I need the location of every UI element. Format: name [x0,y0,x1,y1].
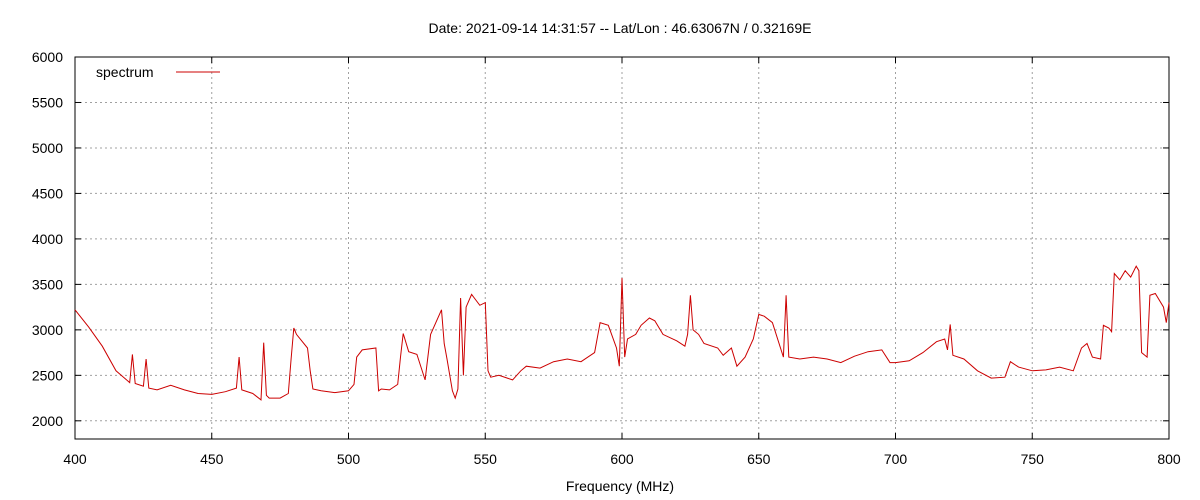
x-tick-label: 700 [884,451,908,467]
x-tick-label: 650 [747,451,771,467]
y-tick-label: 3500 [32,276,63,292]
y-tick-label: 3000 [32,322,63,338]
y-tick-label: 5500 [32,94,63,110]
x-tick-labels: 400 450 500 550 600 650 700 750 800 [63,451,1181,467]
y-tick-label: 6000 [32,49,63,65]
y-tick-label: 2000 [32,413,63,429]
x-axis-label: Frequency (MHz) [566,478,674,494]
axis-ticks [74,56,1170,439]
series-line-spectrum [74,265,1170,401]
legend: spectrum [96,64,220,80]
chart-title: Date: 2021-09-14 14:31:57 -- Lat/Lon : 4… [429,20,812,36]
x-tick-label: 600 [610,451,634,467]
y-tick-label: 5000 [32,140,63,156]
x-tick-label: 500 [337,451,361,467]
x-tick-label: 550 [474,451,498,467]
x-tick-label: 450 [200,451,224,467]
y-tick-label: 4000 [32,231,63,247]
y-tick-label: 2500 [32,367,63,383]
x-tick-label: 400 [63,451,87,467]
grid-lines [75,57,1169,439]
y-tick-label: 4500 [32,185,63,201]
legend-label-spectrum: spectrum [96,64,154,80]
x-tick-label: 800 [1157,451,1181,467]
x-tick-label: 750 [1021,451,1045,467]
y-tick-labels: 2000 2500 3000 3500 4000 4500 5000 5500 6000 [32,49,63,429]
